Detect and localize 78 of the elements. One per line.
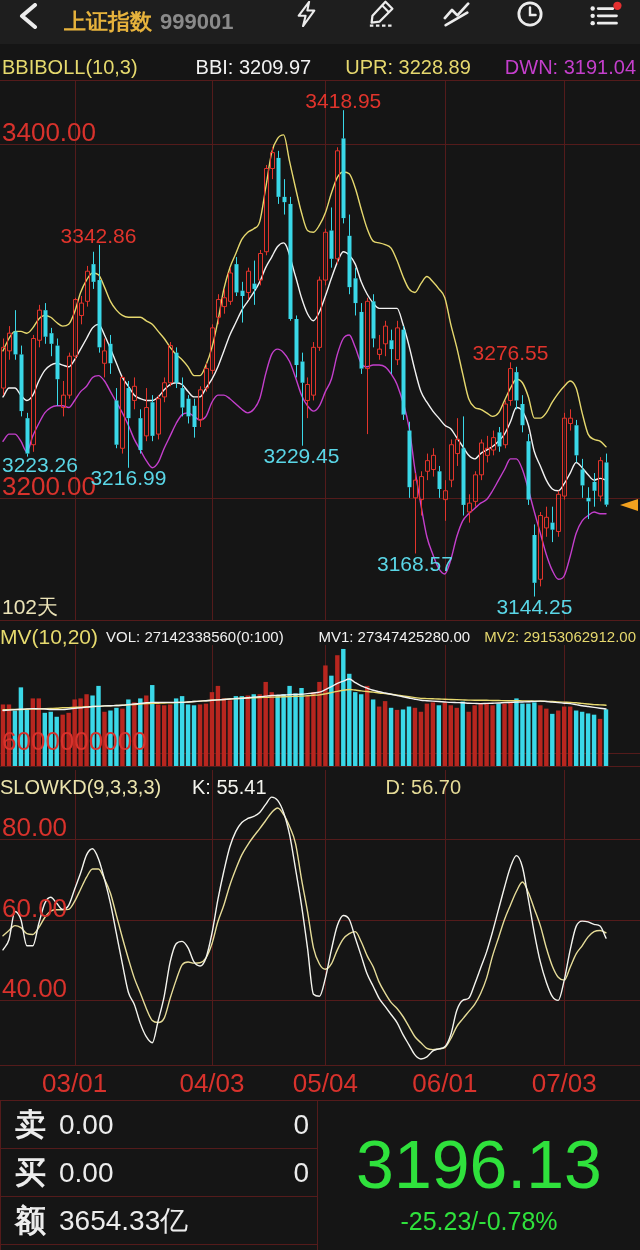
annotation: 3144.25 (496, 594, 573, 618)
bar (400, 709, 406, 766)
bar (227, 700, 233, 766)
legend-title: MV(10,20) (0, 624, 99, 648)
bar (185, 704, 191, 766)
text: UPR: 3228.89 (345, 55, 471, 78)
bar (370, 699, 376, 766)
y-tick-label: 40.00 (2, 973, 68, 1004)
bar (556, 710, 561, 766)
text: 0 (293, 1108, 309, 1142)
annotation: 3229.45 (263, 443, 340, 467)
bar (167, 704, 173, 766)
bar (573, 710, 579, 766)
annotation: 3342.86 (60, 223, 137, 247)
legend-title: BBIBOLL(10,3) (2, 55, 138, 78)
bar (173, 698, 179, 766)
annotation: VOL: 27142338560(0:100) (106, 628, 284, 646)
bar (496, 703, 501, 766)
bar (388, 707, 394, 766)
y-tick-label: 3400.00 (2, 116, 96, 147)
bar (418, 711, 424, 766)
bar (376, 706, 382, 766)
annotation: 3223.26 (2, 453, 78, 476)
bar (197, 704, 203, 766)
chart-title: 上证指数 (64, 9, 152, 34)
x-tick-label: 05/04 (292, 1068, 358, 1099)
text: 卖 (15, 1107, 46, 1143)
bar (335, 655, 340, 766)
text: 3196.13 (356, 1125, 602, 1203)
bar (412, 707, 418, 766)
annotation: 102天 (2, 595, 59, 618)
bar (585, 713, 591, 766)
bar (329, 675, 334, 766)
bar (430, 702, 436, 766)
text: BBI: 3209.97 (195, 55, 312, 78)
bar (406, 706, 412, 766)
bar (579, 711, 585, 766)
text: DWN: 3191.04 (504, 55, 636, 78)
bar (454, 707, 459, 766)
x-tick-label: 07/03 (531, 1068, 597, 1099)
bar (567, 706, 573, 766)
bar (156, 704, 161, 766)
x-tick-label: 03/01 (42, 1068, 108, 1099)
text: -25.23/-0.78% (400, 1206, 558, 1237)
bar (203, 703, 209, 766)
x-tick-label: 06/01 (412, 1068, 478, 1099)
text: 3654.33亿 (59, 1204, 189, 1238)
bar (442, 702, 448, 766)
text: 0 (293, 1156, 309, 1190)
text: 0.00 (59, 1156, 114, 1190)
text: MV1: 27347425280.00 (318, 628, 471, 646)
bar (394, 709, 400, 766)
bar (550, 713, 555, 766)
text: 0.00 (59, 1108, 114, 1142)
bar (603, 709, 609, 766)
text: D: 56.70 (385, 775, 462, 798)
bar (591, 714, 597, 766)
text: 额 (15, 1203, 46, 1239)
text: MV2: 29153062912.00 (484, 628, 636, 646)
chart-subtitle: 999001 (160, 9, 234, 34)
x-tick-label: 04/03 (179, 1068, 245, 1099)
bar (382, 701, 388, 766)
legend-title: SLOWKD(9,3,3,3) (0, 775, 162, 798)
bar (424, 703, 430, 766)
bar (359, 694, 364, 766)
bar (353, 692, 358, 766)
annotation: 3418.95 (305, 89, 382, 113)
bar (436, 705, 442, 766)
bar (448, 705, 453, 766)
bar (562, 706, 567, 766)
bar (221, 698, 227, 766)
bar (191, 705, 197, 766)
annotation: 3276.55 (472, 341, 549, 365)
bar (161, 705, 167, 766)
bar (597, 718, 603, 766)
y-tick-label: 80.00 (2, 811, 68, 842)
series-label: K: 55.41 (192, 775, 267, 798)
text: 买 (15, 1155, 46, 1191)
